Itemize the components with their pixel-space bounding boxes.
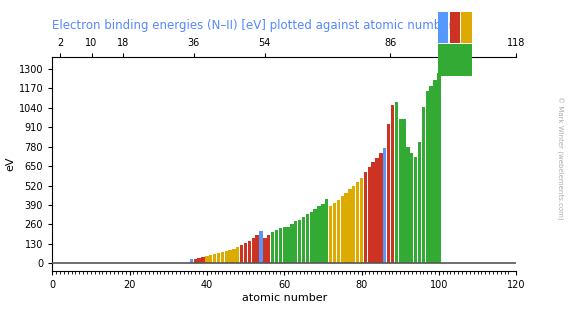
Bar xyxy=(391,105,394,263)
Bar xyxy=(232,249,235,263)
Bar xyxy=(229,250,232,263)
Bar xyxy=(263,238,267,263)
Bar xyxy=(337,200,340,263)
Bar xyxy=(356,182,360,263)
Bar xyxy=(422,107,425,263)
Bar xyxy=(430,86,433,263)
Bar xyxy=(224,251,228,263)
Bar xyxy=(221,252,224,263)
Bar xyxy=(282,227,286,263)
Bar xyxy=(437,73,441,263)
Bar xyxy=(387,124,390,263)
Bar xyxy=(279,228,282,263)
Text: © Mark Winter (webelements.com): © Mark Winter (webelements.com) xyxy=(556,96,563,219)
Bar xyxy=(372,162,375,263)
Bar xyxy=(306,214,309,263)
Bar xyxy=(395,102,398,263)
Bar xyxy=(252,238,255,263)
Bar xyxy=(414,158,418,263)
Bar xyxy=(256,236,259,263)
Bar xyxy=(321,204,325,263)
Bar xyxy=(348,189,351,263)
Bar xyxy=(201,257,205,263)
Bar xyxy=(298,220,302,263)
Bar xyxy=(294,221,298,263)
Bar xyxy=(302,217,305,263)
Bar xyxy=(275,230,278,263)
Bar xyxy=(287,227,290,263)
Bar xyxy=(375,158,379,263)
Bar xyxy=(317,206,321,263)
X-axis label: atomic number: atomic number xyxy=(242,293,327,303)
Y-axis label: eV: eV xyxy=(6,157,16,171)
Bar xyxy=(190,259,193,263)
Bar xyxy=(406,147,409,263)
Bar xyxy=(217,253,220,263)
Bar xyxy=(333,203,336,263)
Bar xyxy=(403,119,406,263)
Bar xyxy=(236,247,240,263)
Bar xyxy=(209,255,212,263)
Bar xyxy=(360,178,363,263)
Bar xyxy=(271,232,274,263)
Bar xyxy=(267,235,270,263)
Bar xyxy=(329,206,332,263)
Bar xyxy=(368,167,371,263)
Bar xyxy=(345,193,348,263)
Bar xyxy=(364,172,367,263)
Bar xyxy=(340,196,344,263)
Bar xyxy=(194,259,197,263)
Bar xyxy=(213,254,216,263)
Text: Electron binding energies (N–II) [eV] plotted against atomic number: Electron binding energies (N–II) [eV] pl… xyxy=(52,19,454,32)
Bar xyxy=(325,199,328,263)
Bar xyxy=(433,80,437,263)
Bar xyxy=(291,224,293,263)
Bar xyxy=(197,258,201,263)
Bar xyxy=(259,232,263,263)
Bar xyxy=(379,152,383,263)
Bar xyxy=(418,142,421,263)
Bar xyxy=(426,91,429,263)
Bar xyxy=(410,153,414,263)
Bar xyxy=(383,148,386,263)
Bar xyxy=(313,209,317,263)
Bar xyxy=(352,186,356,263)
Bar xyxy=(240,245,244,263)
Bar xyxy=(248,241,251,263)
Bar xyxy=(398,119,402,263)
Bar xyxy=(205,256,209,263)
Bar xyxy=(244,243,247,263)
Bar xyxy=(310,212,313,263)
